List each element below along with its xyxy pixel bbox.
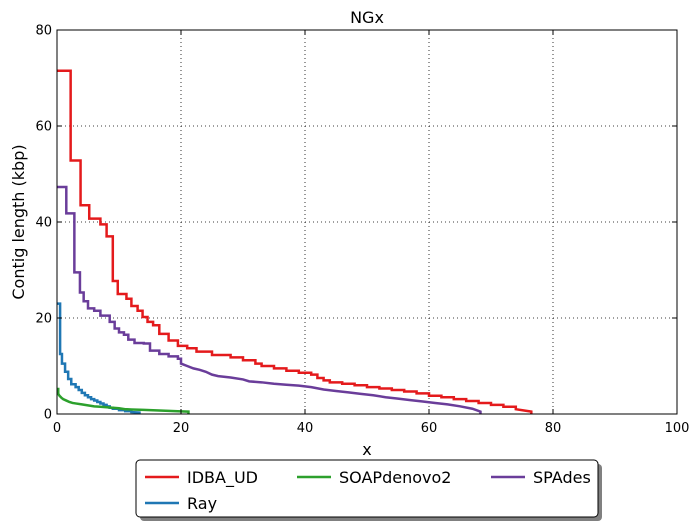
x-tick-label: 20 xyxy=(173,421,190,436)
x-tick-label: 80 xyxy=(545,421,562,436)
series-line-idba-ud xyxy=(57,69,533,414)
y-tick-label: 20 xyxy=(35,312,52,327)
y-axis-label: Contig length (kbp) xyxy=(9,144,28,299)
series-line-soapdenovo2 xyxy=(56,387,190,414)
series-line-ray xyxy=(57,302,141,414)
axis-ticks: 0 20 40 60 80 100 0 20 40 60 80 xyxy=(35,24,689,437)
y-tick-label: 40 xyxy=(35,216,52,231)
x-tick-label: 60 xyxy=(421,421,438,436)
x-tick-label: 0 xyxy=(53,421,61,436)
legend-label: SPAdes xyxy=(533,468,591,487)
series-lines xyxy=(56,69,533,414)
legend-box xyxy=(135,459,599,518)
legend-label: Ray xyxy=(187,494,217,513)
y-tick-label: 0 xyxy=(44,408,52,423)
chart-title: NGx xyxy=(350,8,384,27)
legend-label: SOAPdenovo2 xyxy=(339,468,451,487)
x-tick-label: 40 xyxy=(297,421,314,436)
series-line-spades xyxy=(57,185,482,414)
x-tick-label: 100 xyxy=(665,421,690,436)
legend: IDBA_UD Ray SOAPdenovo2 SPAdes xyxy=(135,459,602,521)
y-tick-label: 80 xyxy=(35,24,52,39)
y-tick-label: 60 xyxy=(35,120,52,135)
legend-label: IDBA_UD xyxy=(187,468,258,488)
x-axis-label: x xyxy=(362,440,371,459)
grid xyxy=(57,30,677,414)
